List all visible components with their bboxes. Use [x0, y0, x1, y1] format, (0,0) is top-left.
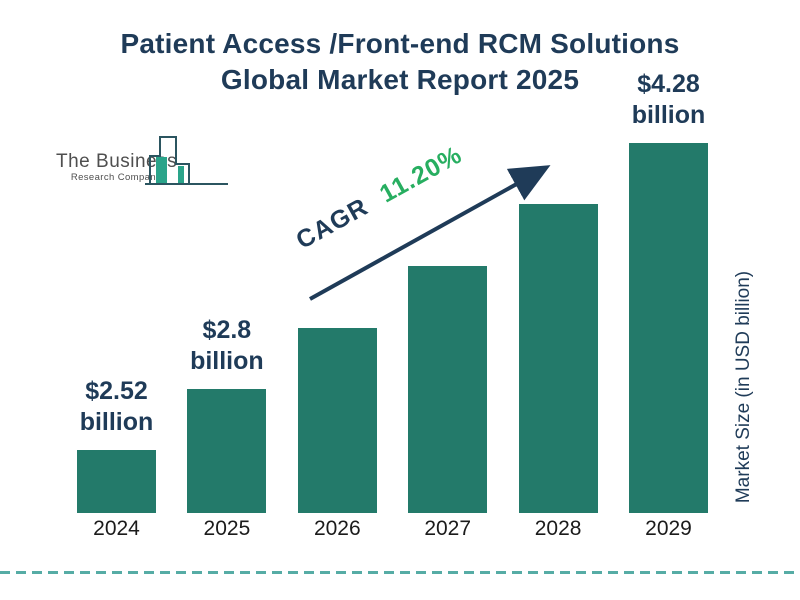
- cagr-label-text: CAGR: [291, 192, 373, 255]
- company-name: The Business: [56, 151, 178, 172]
- x-tick-2028: 2028: [534, 517, 582, 540]
- logo-filled-bar-1: [156, 157, 167, 184]
- value-unit: billion: [190, 346, 264, 375]
- value-unit: billion: [79, 408, 154, 436]
- x-tick-2029: 2029: [645, 517, 692, 540]
- x-tick-2024: 2024: [93, 517, 140, 540]
- bar-2025: [187, 388, 267, 513]
- logo-skyline-outline: [149, 136, 190, 184]
- bar-2028: [518, 204, 598, 513]
- value-label-2029: $4.28 billion: [599, 69, 739, 131]
- cagr-annotation: CAGR 11.20%: [292, 141, 470, 260]
- bottom-dashed-divider: [0, 571, 800, 574]
- value-amount: $2.52: [85, 377, 148, 405]
- value-amount: $2.8: [202, 315, 252, 344]
- bar-2029: [629, 143, 708, 513]
- company-subname: Research Company: [70, 172, 162, 183]
- x-tick-2025: 2025: [203, 517, 251, 540]
- cagr-value-text: 11.20%: [375, 140, 467, 209]
- value-label-2025: $2.8 billion: [157, 315, 297, 377]
- y-axis-label: Market Size (in USD billion): [733, 270, 754, 504]
- company-logo: The Business Research Company: [40, 134, 235, 196]
- value-unit: billion: [631, 101, 706, 129]
- bar-chart-logo-icon: [145, 136, 228, 185]
- page-title: Patient Access /Front-end RCM Solutions …: [0, 26, 800, 98]
- logo-filled-bar-2: [178, 166, 184, 184]
- x-tick-2027: 2027: [424, 517, 472, 540]
- company-logo-text: The Business Research Company: [56, 151, 178, 184]
- bar-2027: [408, 266, 488, 513]
- x-tick-2026: 2026: [313, 517, 361, 540]
- bar-2026: [297, 328, 377, 513]
- title-line-2: Global Market Report 2025: [220, 64, 580, 95]
- title-line-1: Patient Access /Front-end RCM Solutions: [120, 28, 680, 59]
- value-amount: $4.28: [637, 70, 700, 98]
- value-label-2024: $2.52 billion: [47, 376, 187, 438]
- bar-2024: [77, 450, 156, 513]
